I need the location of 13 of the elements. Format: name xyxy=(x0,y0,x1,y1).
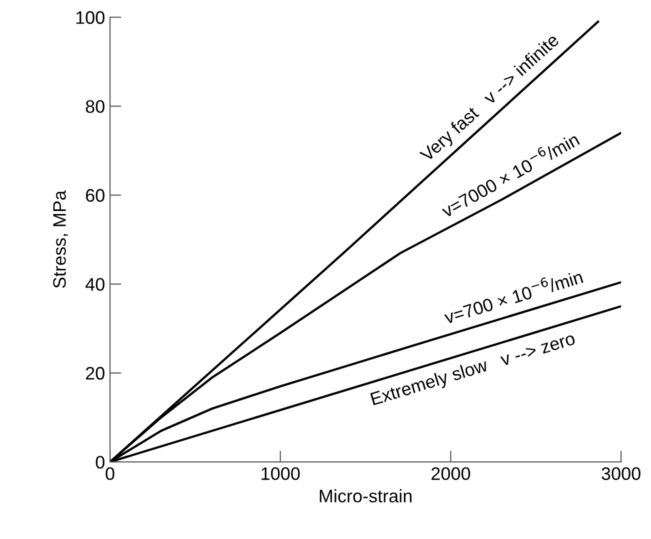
y-axis-title: Stress, MPa xyxy=(53,190,68,288)
x-tick-label: 2000 xyxy=(432,467,470,480)
x-tick-label: 0 xyxy=(106,467,114,480)
y-tick-label: 40 xyxy=(85,278,104,291)
y-tick-label: 0 xyxy=(96,456,104,469)
y-tick-label: 80 xyxy=(86,100,104,113)
x-tick-label: 3000 xyxy=(602,467,640,480)
y-tick-label: 60 xyxy=(86,189,104,202)
x-tick-label: 1000 xyxy=(262,467,300,480)
annotation: v=700 × 10$^{−6}$/min xyxy=(442,266,584,324)
y-tick-label: 20 xyxy=(86,366,104,380)
x-axis-title: Micro-strain xyxy=(320,489,412,502)
y-tick-label: 100 xyxy=(76,11,104,24)
